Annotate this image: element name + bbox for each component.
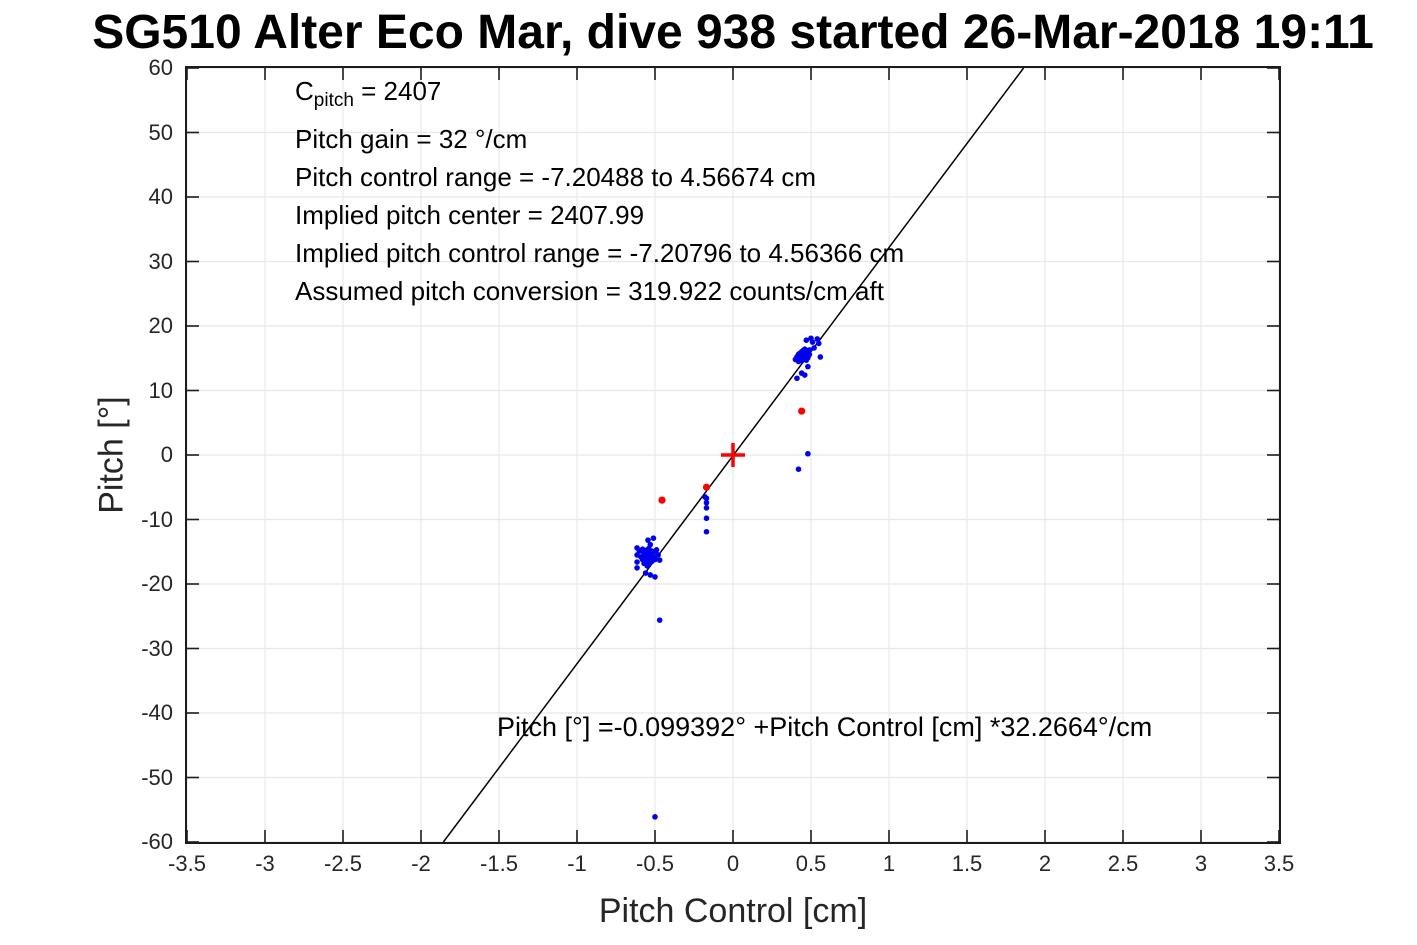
x-tick-label: -3.5 xyxy=(168,851,206,876)
annotation-line-cpitch: Cpitch = 2407 xyxy=(295,76,442,112)
y-tick-label: 30 xyxy=(148,248,173,274)
dive-pitch-samples xyxy=(645,537,651,543)
calibration-annotation-block: Cpitch = 2407 Pitch gain = 32 °/cm Pitch… xyxy=(295,72,904,310)
x-tick-label: -0.5 xyxy=(636,851,674,876)
dive-pitch-samples xyxy=(703,515,710,522)
dive-pitch-samples xyxy=(634,559,640,565)
x-tick-label: -1.5 xyxy=(480,851,518,876)
x-axis-label: Pitch Control [cm] xyxy=(598,892,868,930)
figure-title: SG510 Alter Eco Mar, dive 938 started 26… xyxy=(92,6,1374,59)
x-tick-label: 0 xyxy=(726,851,740,876)
dive-pitch-samples xyxy=(650,535,657,542)
dive-pitch-samples xyxy=(809,339,816,345)
dive-pitch-samples xyxy=(652,814,658,820)
x-tick-label: 3.5 xyxy=(1263,851,1295,876)
x-tick-label: 0.5 xyxy=(795,851,827,876)
y-tick-label: 20 xyxy=(148,313,173,338)
dive-pitch-samples xyxy=(805,450,811,457)
dive-pitch-samples xyxy=(794,375,800,382)
dive-pitch-samples xyxy=(703,499,710,506)
annotation-line-implied-range: Implied pitch control range = -7.20796 t… xyxy=(295,238,905,269)
annotation-line-control-range: Pitch control range = -7.20488 to 4.5667… xyxy=(295,162,817,193)
flagged-pitch-samples xyxy=(658,496,666,504)
dive-pitch-samples xyxy=(653,547,660,553)
x-tick-label: -2 xyxy=(411,851,431,876)
dive-pitch-samples xyxy=(634,565,640,571)
dive-pitch-samples xyxy=(806,351,813,358)
dive-pitch-samples xyxy=(805,363,811,370)
y-tick-label: 60 xyxy=(148,55,173,80)
fit-line-equation-label: Pitch [°] =-0.099392° +Pitch Control [cm… xyxy=(497,712,1153,742)
dive-pitch-samples xyxy=(642,570,649,576)
dive-pitch-samples xyxy=(703,495,710,502)
dive-pitch-samples xyxy=(806,347,813,353)
y-tick-label: -60 xyxy=(141,829,173,854)
dive-pitch-samples xyxy=(647,572,654,578)
x-tick-label: 3 xyxy=(1194,851,1208,876)
y-tick-label: 50 xyxy=(148,119,173,145)
dive-pitch-samples xyxy=(703,528,710,535)
dive-pitch-samples xyxy=(647,541,654,548)
annotation-line-conversion: Assumed pitch conversion = 319.922 count… xyxy=(295,276,884,307)
x-tick-label: 1.5 xyxy=(951,851,983,876)
y-tick-label: 10 xyxy=(148,377,173,403)
y-tick-label: 0 xyxy=(160,442,173,467)
scatter-plot-canvas xyxy=(187,68,1279,842)
y-tick-label: 40 xyxy=(148,184,173,209)
dive-pitch-samples xyxy=(652,556,658,563)
annotation-line-pitch-gain: Pitch gain = 32 °/cm xyxy=(295,124,528,155)
dive-pitch-samples xyxy=(801,372,808,378)
dive-pitch-samples xyxy=(803,337,810,343)
flagged-pitch-samples xyxy=(702,483,711,491)
y-tick-label: -20 xyxy=(141,571,173,596)
dive-pitch-samples xyxy=(817,354,824,360)
x-tick-label: 2 xyxy=(1038,851,1052,876)
annotation-line-implied-center: Implied pitch center = 2407.99 xyxy=(295,200,645,231)
y-axis-label: Pitch [°] xyxy=(92,396,131,514)
x-tick-label: -3 xyxy=(255,851,275,876)
dive-pitch-samples xyxy=(703,505,710,511)
dive-pitch-samples xyxy=(795,466,802,472)
dive-pitch-samples xyxy=(655,552,661,558)
dive-pitch-samples xyxy=(656,557,663,563)
x-tick-label: 2.5 xyxy=(1107,851,1139,876)
x-tick-label: 1 xyxy=(882,851,896,876)
y-tick-label: -10 xyxy=(141,506,173,532)
dive-pitch-samples xyxy=(814,336,821,342)
dive-pitch-samples xyxy=(816,340,822,347)
dive-pitch-samples xyxy=(656,617,663,623)
y-tick-label: -50 xyxy=(141,764,173,790)
y-tick-label: -40 xyxy=(141,700,173,725)
x-tick-label: -2.5 xyxy=(324,851,362,876)
plot-area xyxy=(185,66,1281,844)
x-tick-label: -1 xyxy=(567,851,587,876)
dive-pitch-samples xyxy=(811,345,817,351)
dive-pitch-samples xyxy=(652,574,658,580)
y-tick-label: -30 xyxy=(141,635,173,661)
flagged-pitch-samples xyxy=(798,407,806,415)
